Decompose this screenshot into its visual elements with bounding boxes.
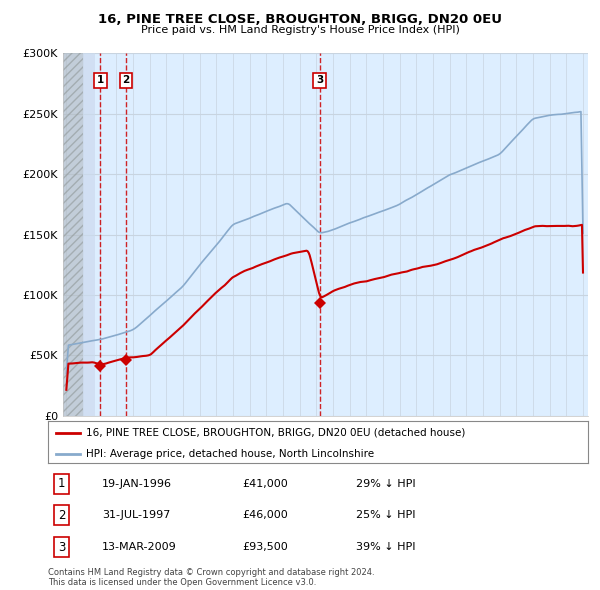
Text: 2: 2 [122, 76, 130, 86]
Text: 16, PINE TREE CLOSE, BROUGHTON, BRIGG, DN20 0EU (detached house): 16, PINE TREE CLOSE, BROUGHTON, BRIGG, D… [86, 428, 465, 438]
Text: HPI: Average price, detached house, North Lincolnshire: HPI: Average price, detached house, Nort… [86, 449, 374, 459]
Text: 39% ↓ HPI: 39% ↓ HPI [356, 542, 415, 552]
Text: 3: 3 [316, 76, 323, 86]
Text: £41,000: £41,000 [242, 478, 288, 489]
Text: 1: 1 [97, 76, 104, 86]
Text: 19-JAN-1996: 19-JAN-1996 [102, 478, 172, 489]
Text: This data is licensed under the Open Government Licence v3.0.: This data is licensed under the Open Gov… [48, 578, 316, 587]
Text: 25% ↓ HPI: 25% ↓ HPI [356, 510, 415, 520]
Text: 2: 2 [58, 509, 65, 522]
Text: 16, PINE TREE CLOSE, BROUGHTON, BRIGG, DN20 0EU: 16, PINE TREE CLOSE, BROUGHTON, BRIGG, D… [98, 13, 502, 26]
Text: 13-MAR-2009: 13-MAR-2009 [102, 542, 177, 552]
Text: 31-JUL-1997: 31-JUL-1997 [102, 510, 170, 520]
Text: 29% ↓ HPI: 29% ↓ HPI [356, 478, 415, 489]
Text: Price paid vs. HM Land Registry's House Price Index (HPI): Price paid vs. HM Land Registry's House … [140, 25, 460, 35]
Text: Contains HM Land Registry data © Crown copyright and database right 2024.: Contains HM Land Registry data © Crown c… [48, 568, 374, 576]
Text: 3: 3 [58, 540, 65, 553]
Text: £46,000: £46,000 [242, 510, 288, 520]
Bar [63, 53, 83, 416]
Text: 1: 1 [58, 477, 65, 490]
Text: £93,500: £93,500 [242, 542, 288, 552]
Bar [83, 53, 95, 416]
